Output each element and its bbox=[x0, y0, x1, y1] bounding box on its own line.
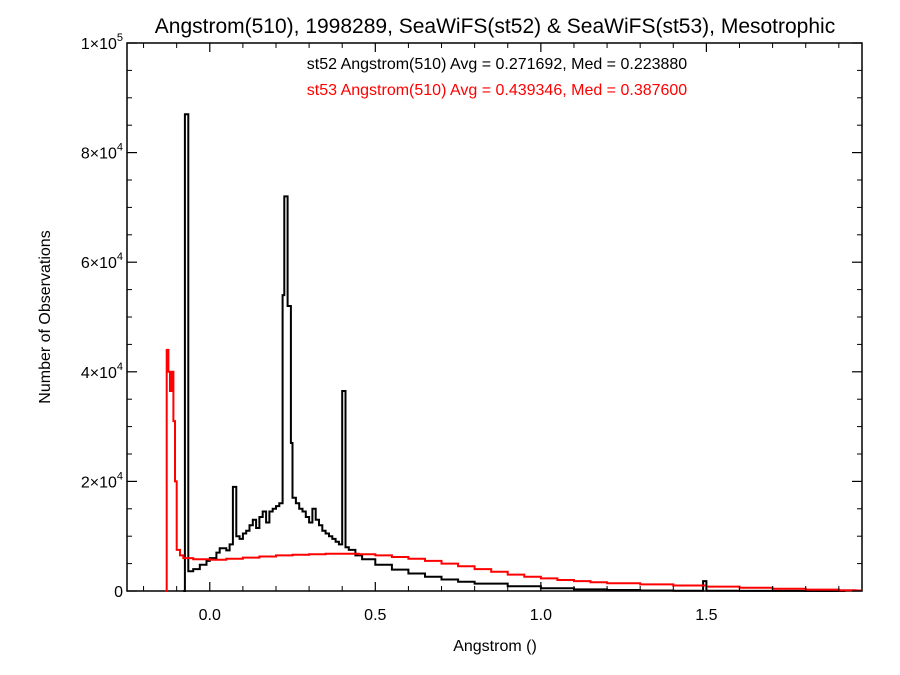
y-tick-label: 0 bbox=[114, 584, 123, 601]
y-tick-label: 4×104 bbox=[81, 361, 123, 382]
annotation-st52: st52 Angstrom(510) Avg = 0.271692, Med =… bbox=[307, 56, 688, 73]
y-tick-label: 2×104 bbox=[81, 470, 123, 491]
y-tick-label: 1×105 bbox=[81, 32, 123, 53]
y-axis-label: Number of Observations bbox=[37, 230, 54, 403]
y-tick-label: 6×104 bbox=[81, 251, 123, 272]
series-line-2 bbox=[165, 348, 862, 592]
y-tick-label: 8×104 bbox=[81, 142, 123, 163]
series-line-1 bbox=[183, 113, 846, 592]
x-tick-label: 1.0 bbox=[530, 607, 552, 624]
x-tick-label: 0.0 bbox=[199, 607, 221, 624]
x-tick-label: 1.5 bbox=[695, 607, 717, 624]
chart-title: Angstrom(510), 1998289, SeaWiFS(st52) & … bbox=[155, 15, 835, 38]
ticks-layer: 0.0 0.5 1.0 1.5 0 2×104 4×104 6×104 8×104 1×105 bbox=[81, 32, 862, 624]
x-axis-label: Angstrom () bbox=[453, 638, 537, 655]
x-tick-label: 0.5 bbox=[364, 607, 386, 624]
series-layer bbox=[165, 113, 862, 592]
annotation-st53: st53 Angstrom(510) Avg = 0.439346, Med =… bbox=[307, 82, 688, 99]
